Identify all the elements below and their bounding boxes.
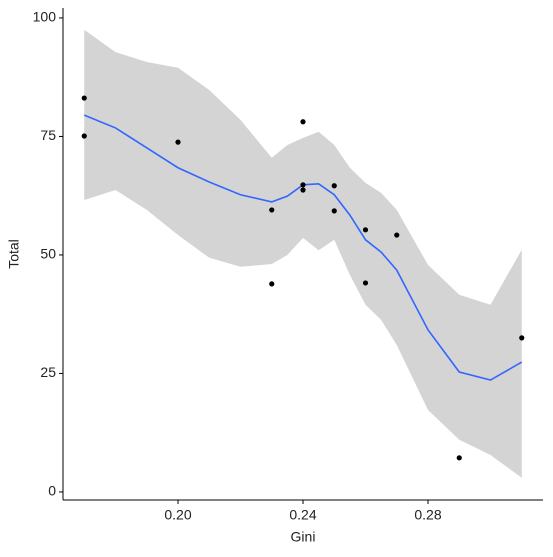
point xyxy=(331,183,337,189)
point xyxy=(81,95,87,101)
point xyxy=(81,133,87,139)
confidence-band xyxy=(84,29,522,478)
y-tick-label: 0 xyxy=(48,483,56,499)
point xyxy=(300,187,306,193)
y-tick-label: 100 xyxy=(33,9,57,25)
y-axis-title: Total xyxy=(6,239,22,269)
y-tick-label: 75 xyxy=(40,127,56,143)
x-tick-label: 0.28 xyxy=(414,507,441,523)
point xyxy=(456,455,462,461)
point xyxy=(300,182,306,188)
point xyxy=(175,139,181,145)
point xyxy=(331,208,337,214)
y-tick-label: 50 xyxy=(40,246,56,262)
point xyxy=(362,280,369,286)
x-tick-label: 0.24 xyxy=(289,507,316,523)
smooth-line xyxy=(83,114,523,381)
point xyxy=(300,119,306,125)
point xyxy=(269,207,275,213)
point xyxy=(394,232,400,238)
point xyxy=(269,281,275,287)
point xyxy=(519,335,525,341)
y-tick-label: 25 xyxy=(40,364,56,380)
x-tick-label: 0.20 xyxy=(164,507,191,523)
x-axis-title: Gini xyxy=(291,529,316,545)
point xyxy=(362,227,369,233)
